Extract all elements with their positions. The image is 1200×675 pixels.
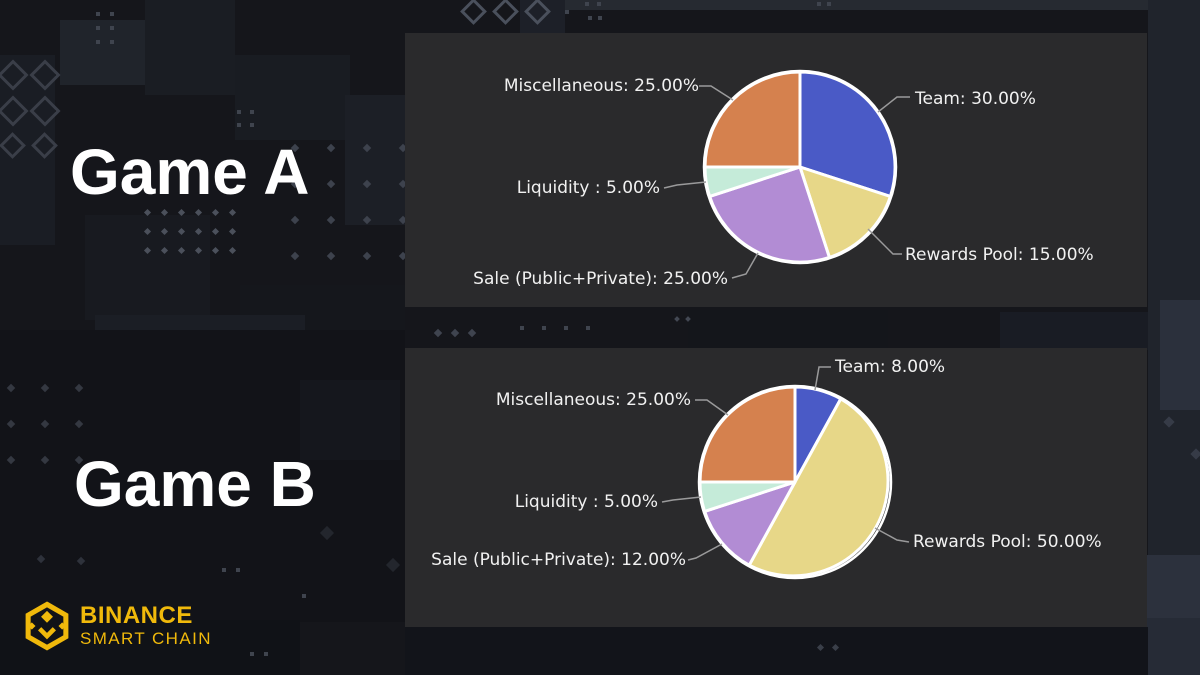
brand-subname: SMART CHAIN	[80, 628, 212, 648]
dot-ornament	[96, 26, 100, 30]
callout-sale: Sale (Public+Private): 25.00%	[473, 269, 728, 289]
dot-ornament	[302, 594, 306, 598]
leader-line-team	[877, 96, 910, 113]
leader-line-liquidity	[661, 496, 702, 503]
leader-line-sale	[687, 543, 723, 561]
diamond-ornament-icon	[290, 215, 300, 225]
leader-line-misc	[695, 399, 729, 416]
dot-ornament	[520, 326, 524, 330]
game-a-chart-panel: Team: 30.00% Rewards Pool: 15.00% Sale (…	[405, 33, 1147, 307]
diamond-ornament-icon	[326, 179, 336, 189]
dot-ornament	[827, 2, 831, 6]
dot-ornament	[586, 326, 590, 330]
leader-line-team	[814, 366, 831, 391]
diamond-ornament-icon	[211, 208, 220, 217]
dot-ornament	[597, 2, 601, 6]
leader-line-rewards	[867, 228, 902, 255]
diamond-ornament-icon	[326, 143, 336, 153]
dot-ornament	[237, 110, 241, 114]
bg-block	[235, 55, 350, 140]
leader-line-rewards	[874, 527, 910, 543]
callout-rewards-pool: Rewards Pool: 15.00%	[905, 245, 1094, 265]
leader-line-sale	[731, 252, 759, 279]
dot-ornament	[817, 2, 821, 6]
bg-block	[300, 380, 400, 460]
bg-block	[560, 0, 1200, 10]
dot-ornament	[598, 16, 602, 20]
pie-slices	[697, 384, 893, 580]
diamond-ornament-icon	[450, 328, 460, 338]
dot-ornament	[110, 12, 114, 16]
callout-team: Team: 30.00%	[915, 89, 1036, 109]
callout-liquidity: Liquidity : 5.00%	[514, 492, 658, 512]
dot-ornament	[250, 652, 254, 656]
diamond-ornament-icon	[211, 227, 220, 236]
callout-liquidity: Liquidity : 5.00%	[516, 178, 660, 198]
diamond-ornament-icon	[326, 251, 336, 261]
pie-slice-miscellaneous	[703, 70, 802, 169]
dot-ornament	[588, 16, 592, 20]
dot-ornament	[250, 123, 254, 127]
dot-ornament	[110, 26, 114, 30]
dot-ornament	[264, 652, 268, 656]
diamond-ornament-icon	[674, 316, 680, 322]
leader-line-liquidity	[663, 181, 707, 189]
dot-ornament	[96, 12, 100, 16]
diamond-ornament-icon	[326, 215, 336, 225]
pie-slices	[702, 69, 898, 265]
bg-block	[0, 330, 405, 622]
diamond-ornament-icon	[433, 328, 443, 338]
pie-outer-rim	[697, 384, 893, 580]
diamond-ornament-icon	[290, 251, 300, 261]
dot-ornament	[542, 326, 546, 330]
binance-logo-mark-icon	[25, 601, 69, 651]
bg-block	[688, 310, 888, 350]
game-a-pie-chart	[663, 69, 910, 279]
dot-ornament	[236, 568, 240, 572]
callout-miscellaneous: Miscellaneous: 25.00%	[503, 76, 699, 96]
binance-smart-chain-logo: BINANCE SMART CHAIN	[24, 600, 212, 652]
diamond-outline-ornament-icon	[492, 0, 519, 25]
pie-outer-rim	[702, 69, 898, 265]
callout-team: Team: 8.00%	[835, 357, 946, 377]
diamond-outline-ornament-icon	[460, 0, 487, 25]
leader-line-misc	[699, 85, 734, 101]
diamond-ornament-icon	[228, 208, 237, 217]
dot-ornament	[222, 568, 226, 572]
dot-ornament	[250, 110, 254, 114]
game-b-chart-panel: Team: 8.00% Rewards Pool: 50.00% Sale (P…	[405, 348, 1147, 627]
bg-block	[1000, 312, 1148, 350]
dot-ornament	[564, 326, 568, 330]
dot-ornament	[96, 40, 100, 44]
bg-block	[0, 55, 55, 245]
dot-ornament	[110, 40, 114, 44]
diamond-ornament-icon	[211, 246, 220, 255]
bg-block	[145, 0, 235, 95]
callout-miscellaneous: Miscellaneous: 25.00%	[495, 390, 691, 410]
pie-slice-miscellaneous	[698, 385, 797, 484]
game-b-title: Game B	[74, 448, 316, 520]
bg-block	[60, 20, 145, 85]
dot-ornament	[565, 10, 569, 14]
brand-name: BINANCE	[80, 601, 193, 629]
bg-block	[405, 627, 1148, 675]
diamond-ornament-icon	[467, 328, 477, 338]
dot-ornament	[237, 123, 241, 127]
diamond-ornament-icon	[228, 227, 237, 236]
dot-ornament	[585, 2, 589, 6]
diamond-ornament-icon	[228, 246, 237, 255]
callout-rewards-pool: Rewards Pool: 50.00%	[913, 532, 1102, 552]
callout-sale: Sale (Public+Private): 12.00%	[431, 550, 686, 570]
diamond-ornament-icon	[362, 251, 372, 261]
bg-block	[1160, 300, 1200, 410]
game-b-pie-chart	[661, 366, 910, 580]
pie-slice-rewards-pool	[747, 397, 890, 578]
game-a-title: Game A	[70, 136, 310, 208]
